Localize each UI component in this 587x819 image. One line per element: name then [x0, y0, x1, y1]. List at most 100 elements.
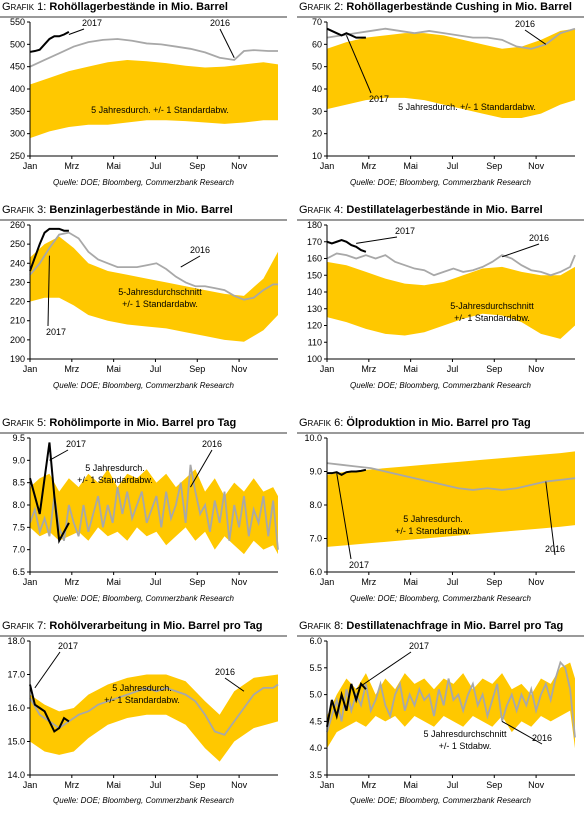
panel-title: Grafik 4: Destillatelagerbestände in Mio… [299, 204, 543, 216]
arrow-2016 [190, 449, 213, 488]
source-note: Quelle: DOE; Bloomberg, Commerzbank Rese… [350, 178, 531, 187]
y-tick-label: 130 [307, 304, 322, 314]
panel-title: Grafik 8: Destillatenachfrage in Mio. Ba… [299, 620, 563, 632]
y-tick-label: 10 [312, 151, 322, 161]
title-separator [297, 16, 584, 18]
y-tick-label: 550 [10, 18, 25, 27]
label-2016: 2016 [215, 667, 235, 677]
arrow-2017 [49, 449, 69, 461]
chart-panel-1: Grafik 1: Rohöllagerbestände in Mio. Bar… [0, 0, 290, 200]
x-tick-label: Mrz [64, 364, 79, 374]
y-tick-label: 9.0 [309, 467, 322, 477]
series-2017-line [29, 227, 69, 272]
series-2016-line [326, 252, 576, 277]
label-2017: 2017 [58, 641, 78, 651]
label-2017: 2017 [66, 439, 86, 449]
x-tick-label: Jul [150, 364, 162, 374]
grafik-number: Grafik 1: [2, 1, 47, 13]
series-2017-line [29, 30, 70, 53]
chart-title: Destillatenachfrage in Mio. Barrel pro T… [346, 620, 564, 632]
arrow-2017 [356, 236, 398, 244]
x-tick-label: Jul [447, 577, 459, 587]
x-tick-label: Jan [23, 780, 38, 790]
x-tick-label: Nov [231, 780, 248, 790]
label-2016: 2016 [202, 439, 222, 449]
y-tick-label: 120 [307, 321, 322, 331]
y-tick-label: 14.0 [7, 770, 25, 780]
chart-panel-2: Grafik 2: Rohöllagerbestände Cushing in … [297, 0, 587, 200]
y-tick-label: 15.0 [7, 737, 25, 747]
x-tick-label: Sep [486, 161, 502, 171]
label-2017: 2017 [409, 641, 429, 651]
x-tick-label: Jan [23, 577, 38, 587]
y-tick-label: 100 [307, 354, 322, 364]
y-tick-label: 30 [312, 106, 322, 116]
series-2017-line [326, 681, 367, 727]
x-tick-label: Sep [486, 577, 502, 587]
title-separator [297, 432, 584, 434]
series-2016-line [326, 660, 576, 738]
label-2016: 2016 [545, 544, 565, 554]
label-2017: 2017 [82, 18, 102, 28]
y-tick-label: 70 [312, 18, 322, 27]
y-tick-label: 350 [10, 106, 25, 116]
band-area [30, 236, 278, 342]
chart-svg: 14.0 15.0 16.0 17.0 18.0 Jan Mrz Mai Jul Sep Nov 5 … [7, 637, 279, 790]
x-tick-label: Jul [447, 364, 459, 374]
grafik-number: Grafik 3: [2, 204, 47, 216]
y-tick-label: 140 [307, 287, 322, 297]
x-tick-label: Mai [403, 161, 418, 171]
band-label: +/- 1 Stdabw. [439, 741, 492, 751]
x-tick-label: Mai [106, 364, 121, 374]
y-tick-label: 230 [10, 277, 25, 287]
band-label: 5 Jahresdurch. [85, 463, 145, 473]
x-tick-label: Mai [106, 161, 121, 171]
series-2016-line [29, 683, 279, 736]
y-tick-label: 200 [10, 335, 25, 345]
chart-svg: 250 300 350 400 450 500 550 Jan Mrz Mai Jul Sep Nov 5… [10, 18, 278, 171]
y-tick-label: 160 [307, 254, 322, 264]
label-2016: 2016 [190, 245, 210, 255]
band-label: 5 Jahresdurch. [112, 683, 172, 693]
y-tick-label: 4.0 [309, 743, 322, 753]
chart-svg: 6.5 7.0 7.5 8.0 8.5 9.0 9.5 Jan Mrz Mai Jul Sep Nov 5… [12, 434, 279, 587]
y-tick-label: 500 [10, 39, 25, 49]
arrow-2016 [524, 29, 547, 45]
x-tick-label: Jan [23, 364, 38, 374]
chart-title: Destillatelagerbestände in Mio. Barrel [346, 204, 543, 216]
x-tick-label: Sep [189, 780, 205, 790]
series-2017-line [29, 684, 70, 733]
y-tick-label: 5.0 [309, 690, 322, 700]
panel-title: Grafik 5: Rohölimporte in Mio. Barrel pr… [2, 417, 236, 429]
y-tick-label: 10.0 [304, 434, 322, 443]
label-2016: 2016 [532, 733, 552, 743]
arrow-2017 [68, 28, 85, 35]
band-area [327, 662, 575, 749]
x-tick-label: Jan [320, 577, 335, 587]
label-2017: 2017 [369, 94, 389, 104]
x-tick-label: Mrz [361, 161, 376, 171]
y-tick-label: 400 [10, 84, 25, 94]
source-note: Quelle: DOE; Bloomberg, Commerzbank Rese… [350, 594, 531, 603]
source-note: Quelle: DOE; Bloomberg, Commerzbank Rese… [53, 381, 234, 390]
y-tick-label: 250 [10, 239, 25, 249]
chart-panel-6: Grafik 6: Ölproduktion in Mio. Barrel pr… [297, 416, 587, 616]
y-tick-label: 16.0 [7, 703, 25, 713]
y-tick-label: 170 [307, 237, 322, 247]
x-tick-label: Mrz [64, 577, 79, 587]
x-tick-label: Nov [231, 161, 248, 171]
y-tick-label: 220 [10, 297, 25, 307]
series-2016-line [29, 231, 278, 301]
x-tick-label: Nov [528, 780, 545, 790]
grafik-number: Grafik 8: [299, 620, 344, 632]
band-area [327, 451, 575, 547]
x-tick-label: Nov [528, 364, 545, 374]
chart-panel-7: Grafik 7: Rohölverarbeitung in Mio. Barr… [0, 619, 290, 819]
y-tick-label: 150 [307, 270, 322, 280]
y-tick-label: 7.0 [12, 545, 25, 555]
chart-title: Rohöllagerbestände in Mio. Barrel [49, 1, 228, 13]
x-tick-label: Sep [486, 364, 502, 374]
panel-title: Grafik 6: Ölproduktion in Mio. Barrel pr… [299, 417, 531, 429]
y-tick-label: 210 [10, 316, 25, 326]
band-area [30, 469, 278, 555]
